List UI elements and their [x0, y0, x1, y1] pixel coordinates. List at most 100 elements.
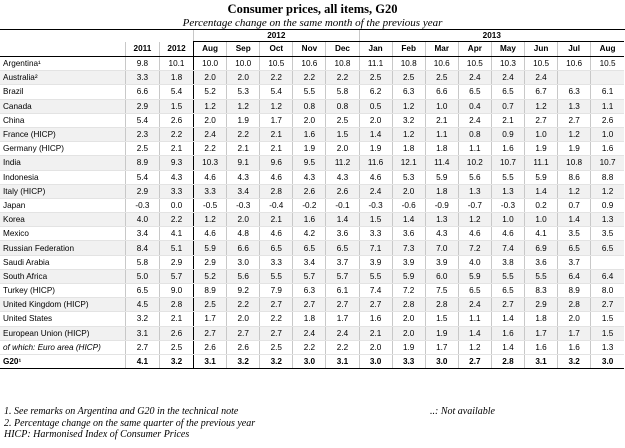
- table-cell: 2.4: [358, 184, 393, 199]
- table-cell: 4.0: [124, 212, 160, 228]
- column-header-country: [0, 41, 126, 57]
- table-cell: 3.3: [259, 255, 293, 270]
- table-cell: 2.2: [226, 127, 260, 143]
- table-cell: 2.6: [325, 184, 360, 199]
- table-cell: 0.8: [457, 127, 492, 143]
- table-cell: 1.2: [391, 127, 426, 143]
- table-cell: 8.9: [124, 155, 160, 171]
- table-cell: 11.1: [358, 56, 393, 72]
- table-cell: 2.4: [457, 113, 492, 128]
- table-cell: 3.3: [193, 184, 227, 199]
- table-cell: 1.0: [523, 212, 558, 228]
- table-cell: 1.5: [158, 99, 194, 114]
- table-cell: -0.3: [124, 198, 160, 214]
- table-body: Argentina¹ 9.8 10.1 10.0 10.0 10.5 10.6 10.8 11.…: [0, 56, 624, 370]
- table-cell: 1.2: [590, 184, 624, 199]
- row-label: of which: Euro area (HICP): [0, 340, 126, 355]
- table-cell: 2.8: [490, 353, 525, 370]
- table-cell: 5.7: [292, 269, 326, 285]
- table-cell: 2.6: [226, 340, 260, 355]
- table-cell: 6.9: [523, 240, 558, 256]
- row-label: European Union (HICP): [0, 326, 126, 341]
- table-cell: 1.9: [557, 141, 591, 157]
- table-cell: 1.0: [590, 127, 624, 143]
- table-cell: 11.4: [424, 155, 459, 171]
- table-cell: 6.5: [124, 283, 160, 299]
- table-cell: 1.7: [259, 113, 293, 128]
- table-cell: 6.3: [292, 283, 326, 299]
- table-cell: 3.3: [358, 226, 393, 242]
- column-header: May: [490, 41, 525, 57]
- table-cell: 0.5: [358, 99, 393, 114]
- table-cell: 9.0: [158, 283, 194, 299]
- table-cell: 2.5: [358, 70, 393, 86]
- footnote-1: 1. See remarks on Argentina and G20 in t…: [4, 406, 239, 417]
- table-cell: -0.1: [325, 198, 360, 214]
- column-header: 2011: [124, 41, 160, 57]
- table-cell: 2.0: [193, 70, 227, 86]
- year-group-spacer-annual: [125, 30, 193, 42]
- table-cell: [557, 70, 591, 86]
- table-cell: 1.2: [193, 212, 227, 228]
- table-cell: 2.5: [124, 141, 160, 157]
- table-cell: 5.7: [158, 269, 194, 285]
- table-cell: 1.6: [557, 340, 591, 355]
- table-cell: 1.7: [325, 311, 360, 327]
- row-label: Japan: [0, 198, 126, 214]
- table-cell: 3.8: [490, 255, 525, 270]
- table-cell: 8.9: [193, 283, 227, 299]
- table-cell: 10.5: [457, 56, 492, 72]
- table-cell: 1.2: [557, 127, 591, 143]
- table-cell: 1.4: [557, 212, 591, 228]
- table-cell: 4.6: [259, 226, 293, 242]
- table-cell: 2.8: [391, 297, 426, 313]
- table-cell: 2.6: [590, 113, 624, 128]
- table-cell: 6.4: [590, 269, 624, 285]
- table-cell: 2.7: [457, 353, 492, 370]
- column-header: Aug: [193, 41, 227, 57]
- table-cell: 1.3: [590, 340, 624, 355]
- g20-total-row: G20¹ 4.1 3.2 3.1 3.2 3.2 3.0 3.1 3.0 3.3 3.0 2.7 2.8…: [0, 353, 624, 370]
- table-cell: 2.1: [490, 113, 525, 128]
- table-cell: 1.0: [424, 99, 459, 114]
- table-cell: 1.4: [457, 326, 492, 341]
- table-cell: 10.2: [457, 155, 492, 171]
- row-label: G20¹: [0, 353, 126, 370]
- table-cell: 1.3: [457, 184, 492, 199]
- table-cell: 1.5: [590, 311, 624, 327]
- table-cell: 10.0: [193, 56, 227, 72]
- table-cell: 5.0: [124, 269, 160, 285]
- table-cell: 8.0: [590, 283, 624, 299]
- table-cell: 2.7: [590, 297, 624, 313]
- table-cell: 2.9: [193, 255, 227, 270]
- table-cell: 3.0: [292, 353, 326, 370]
- table-cell: 2.8: [424, 297, 459, 313]
- table-cell: 1.9: [358, 141, 393, 157]
- table-cell: 4.8: [226, 226, 260, 242]
- table-cell: -0.4: [259, 198, 293, 214]
- table-cell: 3.9: [424, 255, 459, 270]
- table-cell: 2.2: [226, 297, 260, 313]
- table-cell: 1.4: [358, 127, 393, 143]
- table-cell: 3.3: [124, 70, 160, 86]
- table-cell: 4.3: [158, 170, 194, 185]
- table-cell: 5.6: [457, 170, 492, 185]
- table-cell: 2.0: [391, 184, 426, 199]
- table-row: China 5.4 2.6 2.0 1.9 1.7 2.0 2.5 2.0 3.2 2.1 2.4 2.…: [0, 113, 624, 128]
- row-label: China: [0, 113, 126, 128]
- table-row: South Africa 5.0 5.7 5.2 5.6 5.5 5.7 5.7 5.5 5.9 6…: [0, 269, 624, 285]
- table-cell: 5.5: [259, 269, 293, 285]
- table-cell: 2.1: [158, 311, 194, 327]
- table-cell: 3.3: [158, 184, 194, 199]
- table-cell: 1.1: [590, 99, 624, 114]
- table-cell: 9.3: [158, 155, 194, 171]
- table-cell: 3.6: [523, 255, 558, 270]
- table-cell: 2.6: [158, 113, 194, 128]
- table-cell: 3.2: [391, 113, 426, 128]
- table-cell: 2.0: [391, 326, 426, 341]
- table-cell: [590, 255, 624, 270]
- table-cell: 2.9: [523, 297, 558, 313]
- table-cell: 0.4: [457, 99, 492, 114]
- table-cell: 2.5: [325, 113, 360, 128]
